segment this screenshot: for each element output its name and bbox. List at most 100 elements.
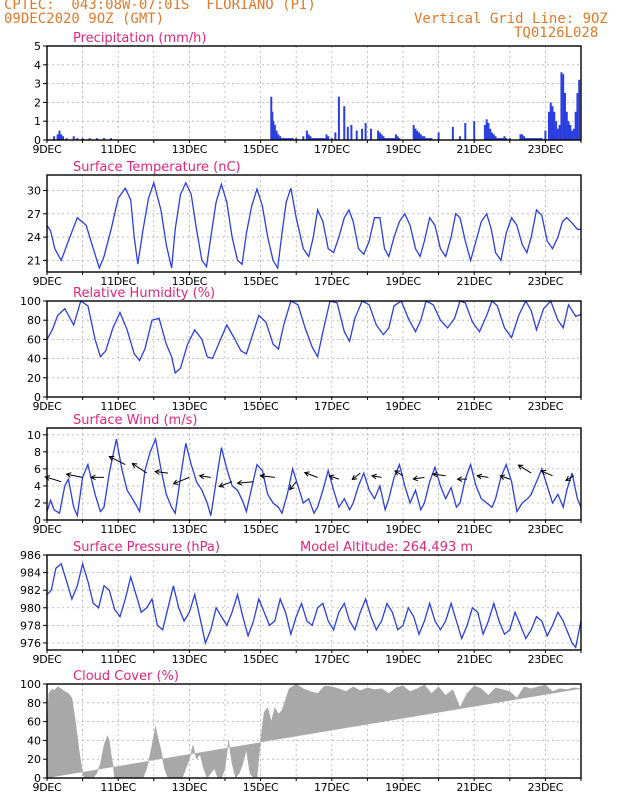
x-tick-label: 15DEC	[243, 143, 279, 156]
x-tick-label: 23DEC	[528, 143, 564, 156]
x-tick-label: 13DEC	[172, 653, 208, 666]
x-tick-label: 19DEC	[385, 400, 421, 413]
panel-5: 976 978 980 982 984 986 9DEC 11DEC 13DEC 15DEC 17D…	[20, 540, 582, 666]
y-tick-label: 80	[27, 697, 41, 710]
precip-bar	[314, 138, 317, 140]
precip-bar	[313, 138, 315, 140]
precip-bar	[549, 102, 552, 140]
wind-vector	[412, 475, 425, 482]
wind-vector	[90, 474, 104, 481]
y-tick-label: 6	[34, 463, 41, 476]
wind-vector	[351, 472, 361, 481]
panel-title: Surface Temperature (nC)	[73, 160, 241, 175]
precip-bar	[273, 124, 276, 140]
precip-bar	[277, 134, 280, 140]
precip-bar	[391, 138, 394, 140]
precip-bar	[323, 138, 326, 140]
x-tick-label: 17DEC	[314, 781, 350, 794]
wind-vector	[198, 473, 211, 480]
precip-bar	[489, 128, 492, 140]
wind-vector	[517, 464, 532, 474]
precip-bar	[60, 134, 63, 140]
precip-bar	[498, 138, 501, 140]
y-tick-label: 984	[20, 567, 41, 580]
precip-bar	[491, 132, 493, 140]
plot-frame	[46, 300, 582, 398]
x-tick-label: 23DEC	[528, 275, 564, 288]
precip-bar	[464, 123, 467, 140]
x-tick-label: 15DEC	[243, 275, 279, 288]
precip-bar	[382, 136, 385, 140]
y-tick-label: 5	[34, 40, 41, 53]
precip-bar	[521, 134, 524, 140]
precip-bar	[385, 138, 388, 140]
precip-bar	[574, 111, 577, 140]
panel-title: Surface Pressure (hPa)	[73, 540, 220, 555]
precip-bar	[576, 93, 579, 140]
x-tick-label: 17DEC	[314, 143, 350, 156]
precip-bar	[361, 128, 364, 140]
precip-bar	[110, 138, 113, 140]
precip-bar	[364, 123, 367, 140]
x-tick-label: 9DEC	[33, 400, 63, 413]
precip-bar	[369, 128, 372, 140]
precip-bar	[398, 138, 401, 140]
panel-1: 0 1 2 3 4 5 9DEC 11DEC 13DEC 15DEC 17DEC 19DEC 21DEC…	[33, 31, 582, 156]
precip-bar	[523, 136, 526, 140]
x-tick-label: 19DEC	[385, 523, 421, 536]
y-tick-label: 30	[27, 185, 41, 198]
x-tick-label: 21DEC	[456, 781, 492, 794]
y-tick-label: 4	[34, 59, 41, 72]
precip-bar	[288, 138, 291, 140]
y-tick-label: 978	[20, 619, 41, 632]
y-tick-label: 60	[27, 716, 41, 729]
precip-bar	[553, 111, 556, 140]
x-tick-label: 17DEC	[314, 523, 350, 536]
precip-bar	[62, 136, 65, 140]
precip-bar	[485, 119, 488, 140]
precip-bar	[547, 111, 550, 140]
precip-bar	[102, 138, 105, 140]
x-tick-label: 15DEC	[243, 523, 279, 536]
y-tick-label: 21	[27, 254, 41, 267]
precip-bar	[451, 126, 454, 140]
precip-bar	[380, 134, 383, 140]
precip-bar	[307, 134, 310, 140]
precip-bar	[428, 138, 431, 140]
precip-bar	[533, 138, 536, 140]
wind-vector	[154, 469, 169, 475]
precip-bar	[295, 138, 298, 140]
panel-title: Surface Wind (m/s)	[73, 413, 197, 428]
model-altitude: Model Altitude: 264.493 m	[300, 540, 473, 555]
precip-bar	[571, 130, 574, 140]
y-tick-label: 0	[34, 391, 41, 404]
precip-bar	[555, 121, 558, 140]
plot-frame	[46, 174, 582, 273]
x-tick-label: 17DEC	[314, 400, 350, 413]
precip-bar	[65, 138, 68, 140]
x-tick-label: 23DEC	[528, 653, 564, 666]
precip-bar	[494, 136, 497, 140]
panel-title: Cloud Cover (%)	[73, 669, 179, 684]
precip-bar	[76, 138, 79, 140]
precip-bar	[58, 130, 61, 140]
y-tick-label: 24	[27, 231, 41, 244]
y-tick-label: 2	[34, 497, 41, 510]
x-tick-label: 15DEC	[243, 400, 279, 413]
x-tick-label: 21DEC	[456, 653, 492, 666]
wind-vector	[218, 481, 233, 488]
precip-bar	[355, 130, 358, 140]
wind-vector	[394, 470, 404, 477]
x-tick-label: 11DEC	[100, 143, 136, 156]
precip-bar	[416, 130, 419, 140]
precip-bar	[337, 96, 340, 140]
precip-bar	[501, 138, 504, 140]
precip-bar	[284, 138, 287, 140]
x-tick-label: 19DEC	[385, 275, 421, 288]
panel-3: 0 20 40 60 80 100 9DEC 11DEC 13DEC 15DEC 17DEC 19DE…	[20, 286, 582, 413]
precip-bar	[280, 138, 283, 140]
precip-bar	[535, 138, 538, 140]
wind-vector	[236, 479, 254, 486]
precip-bar	[423, 136, 426, 140]
x-tick-label: 11DEC	[100, 400, 136, 413]
